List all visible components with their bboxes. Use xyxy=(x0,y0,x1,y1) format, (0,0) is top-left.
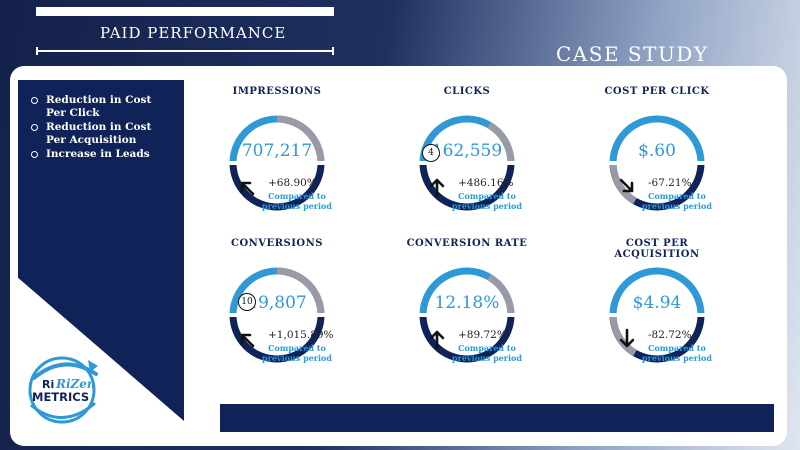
metric-change: +89.72% xyxy=(458,329,507,341)
metric-ring xyxy=(607,115,707,211)
case-study-label: CASE STUDY xyxy=(556,42,709,66)
metric-card: CONVERSION RATE 12.18% +89.72% Compared to … xyxy=(392,238,542,388)
metric-card: COST PER ACQUISITION $4.94 -82.72% Compared… xyxy=(582,238,732,388)
trend-up-arrow-icon xyxy=(240,181,255,196)
metric-compare-note: Compared to previous period xyxy=(452,191,522,211)
metric-title: COST PER ACQUISITION xyxy=(614,238,700,260)
metric-change: +68.90% xyxy=(268,177,317,189)
rizen-metrics-logo: Ri RiZen METRICS xyxy=(28,356,98,424)
logo-text-top: RiZen xyxy=(55,377,96,391)
metric-ring xyxy=(227,115,327,211)
metric-compare-note: Compared to previous period xyxy=(262,343,332,363)
section-title: PAID PERFORMANCE xyxy=(100,24,287,42)
metric-card: CLICKS 162,559 +486.16% Compared to previou… xyxy=(392,86,542,236)
trend-up-arrow-icon xyxy=(429,330,445,350)
metric-change: -67.21% xyxy=(648,177,692,189)
goal-item: Increase in Leads xyxy=(28,148,164,161)
metric-change: +1,015.89% xyxy=(268,329,334,341)
metric-card: CONVERSIONS 19,807 +1,015.89% Compared to p… xyxy=(202,238,352,388)
title-underline xyxy=(36,47,334,55)
metric-title: CLICKS xyxy=(443,86,491,97)
metric-change: +486.16% xyxy=(458,177,514,189)
metric-compare-note: Compared to previous period xyxy=(262,191,332,211)
logo-text-bottom: METRICS xyxy=(32,390,89,404)
report-panel: Reduction in Cost Per Click Reduction in… xyxy=(10,66,787,446)
metric-title: CONVERSIONS xyxy=(231,238,323,249)
annotation-badge: 4 xyxy=(422,144,440,162)
top-accent-bar xyxy=(36,7,334,16)
trend-up-arrow-icon xyxy=(240,333,255,348)
trend-down-arrow-icon xyxy=(619,178,634,193)
metric-value: 12.18% xyxy=(434,293,500,313)
goal-item: Reduction in Cost Per Acquisition xyxy=(28,121,164,147)
metric-card: COST PER CLICK $.60 -67.21% Compared to pre… xyxy=(582,86,732,236)
metric-title: COST PER CLICK xyxy=(604,86,710,97)
metric-compare-note: Compared to previous period xyxy=(452,343,522,363)
footer-bar xyxy=(220,404,774,432)
metric-value: $4.94 xyxy=(632,293,682,313)
metric-change: -82.72% xyxy=(648,329,692,341)
annotation-badge: 10 xyxy=(238,293,256,311)
trend-up-arrow-icon xyxy=(429,178,445,198)
svg-text:Ri: Ri xyxy=(42,378,54,391)
metric-value: $.60 xyxy=(638,141,676,161)
metric-value: 19,807 xyxy=(247,293,307,313)
metric-title: IMPRESSIONS xyxy=(232,86,322,97)
metric-ring xyxy=(227,267,327,363)
metric-value: 162,559 xyxy=(431,141,503,161)
goal-list: Reduction in Cost Per Click Reduction in… xyxy=(28,94,164,162)
metric-compare-note: Compared to previous period xyxy=(642,343,712,363)
metric-value: 707,217 xyxy=(241,141,313,161)
trend-down-arrow-icon xyxy=(619,328,635,348)
metric-card: IMPRESSIONS 707,217 +68.90% Compared to pre… xyxy=(202,86,352,236)
metric-ring xyxy=(607,267,707,363)
metric-ring xyxy=(417,267,517,363)
metric-title: CONVERSION RATE xyxy=(406,238,528,249)
metric-compare-note: Compared to previous period xyxy=(642,191,712,211)
goal-item: Reduction in Cost Per Click xyxy=(28,94,164,120)
